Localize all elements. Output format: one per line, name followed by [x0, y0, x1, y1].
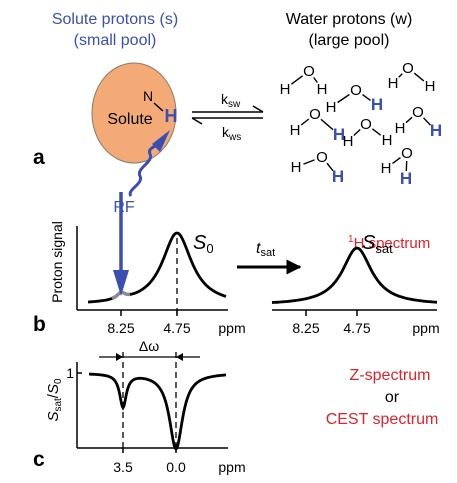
left-tick-label-4-75: 4.75 [163, 320, 190, 336]
water-pool-title-line2: (large pool) [309, 32, 390, 49]
water-bond [353, 128, 361, 137]
water-bond [320, 118, 334, 131]
water-hydrogen: H [290, 122, 301, 139]
water-bond [371, 128, 382, 136]
left-spectrum: 8.25 4.75 ppm S0 [76, 226, 246, 336]
labeled-water-proton: H [371, 95, 383, 114]
z-tick-label-0-0: 0.0 [166, 459, 186, 475]
rf-wave-arrow [128, 143, 159, 197]
panel-c-letter: c [33, 448, 45, 471]
z-tick-label-3-5: 3.5 [113, 459, 133, 475]
solute-proton: H [165, 106, 178, 126]
water-hydrogen: H [317, 81, 328, 98]
water-oxygen: O [309, 106, 321, 123]
water-oxygen: O [350, 82, 362, 99]
ssat-label: Ssat [362, 232, 393, 256]
water-oxygen: O [303, 63, 315, 80]
water-pool-title-line1: Water protons (w) [286, 11, 413, 28]
solute-pool-title: Solute protons (s) [52, 11, 178, 28]
water-bond [398, 73, 403, 78]
rf-label: RF [113, 199, 135, 216]
k-ws-label: kws [222, 124, 241, 143]
right-spectrum: 8.25 4.75 ppm Ssat [271, 232, 440, 336]
solute-pool-title-line2: (small pool) [74, 32, 157, 49]
z-y-tick-label-1: 1 [66, 365, 74, 381]
rf-saturation-arrowhead [113, 270, 129, 296]
h-spectrum-title: 1H spectrum [348, 234, 430, 252]
or-label: or [385, 389, 400, 406]
water-bond [290, 75, 304, 85]
water-bond [392, 157, 401, 164]
water-bond [362, 94, 371, 101]
water-bond [422, 117, 432, 126]
labeled-water-proton: H [400, 169, 412, 188]
labeled-water-proton: H [430, 121, 442, 140]
delta-omega-label: Δω [139, 338, 159, 354]
water-bond [337, 93, 350, 104]
water-oxygen: O [402, 60, 414, 77]
water-hydrogen: H [395, 120, 406, 137]
water-oxygen: O [360, 116, 372, 133]
water-hydrogen: H [280, 81, 291, 98]
panel-b-letter: b [33, 313, 46, 336]
water-hydrogen: H [326, 99, 337, 116]
cest-spectrum-label: CEST spectrum [326, 411, 439, 428]
water-bond [326, 162, 334, 172]
left-tick-label-8-25: 8.25 [107, 320, 134, 336]
solute-ellipse [91, 62, 177, 164]
water-bond [313, 77, 318, 83]
panel-c: c Ssat/S0 1 Δω 3.5 0.0 ppm Z-spectrum or… [33, 338, 438, 475]
right-tick-label-8-25: 8.25 [292, 320, 319, 336]
ssat-spectrum-curve [271, 246, 438, 304]
solute-label: Solute [107, 111, 152, 128]
s0-spectrum-curve [88, 231, 227, 304]
water-bond [300, 118, 310, 126]
rf-wave-arrowhead [152, 130, 170, 152]
delta-omega-arrow [99, 353, 200, 361]
water-hydrogen: H [381, 160, 392, 177]
panel-a-letter: a [33, 146, 45, 169]
water-hydrogen: H [291, 159, 302, 176]
s0-label: S0 [193, 232, 214, 256]
right-x-unit: ppm [412, 320, 439, 336]
tsat-label: tsat [256, 240, 275, 259]
n-h-bond [153, 102, 164, 112]
water-hydrogen: H [388, 75, 399, 92]
z-x-unit: ppm [218, 459, 245, 475]
panel-a: a Solute protons (s) (small pool) Water … [33, 11, 442, 216]
k-sw-label: ksw [221, 91, 241, 110]
labeled-water-proton: H [333, 125, 345, 144]
water-hydrogen: H [343, 133, 354, 150]
water-pool-subtitle: (large pool) [309, 32, 390, 49]
solute-pool-title-line1: Solute protons (s) [52, 11, 178, 28]
water-oxygen: O [316, 149, 328, 166]
water-bond [303, 159, 315, 165]
labeled-water-proton: H [332, 167, 344, 186]
water-bond [405, 116, 413, 124]
panel-b: b Proton signal 1H spectrum 8.25 4.75 pp… [33, 192, 440, 336]
water-bond [413, 72, 425, 82]
left-x-unit: ppm [218, 320, 245, 336]
right-tick-label-4-75: 4.75 [343, 320, 370, 336]
water-oxygen: O [401, 145, 413, 162]
water-pool-title: Water protons (w) [286, 11, 413, 28]
z-spectrum-curve [89, 372, 227, 452]
water-oxygen: O [412, 104, 424, 121]
solute-pool-subtitle: (small pool) [74, 32, 157, 49]
nitrogen-atom: N [143, 88, 153, 104]
exchange-arrows [191, 105, 264, 125]
proton-signal-ylabel: Proton signal [49, 221, 65, 303]
water-hydrogen: H [382, 132, 393, 149]
water-hydrogen: H [425, 78, 436, 95]
z-ylabel: Ssat/S0 [45, 378, 64, 422]
z-spectrum-label: Z-spectrum [350, 367, 431, 384]
